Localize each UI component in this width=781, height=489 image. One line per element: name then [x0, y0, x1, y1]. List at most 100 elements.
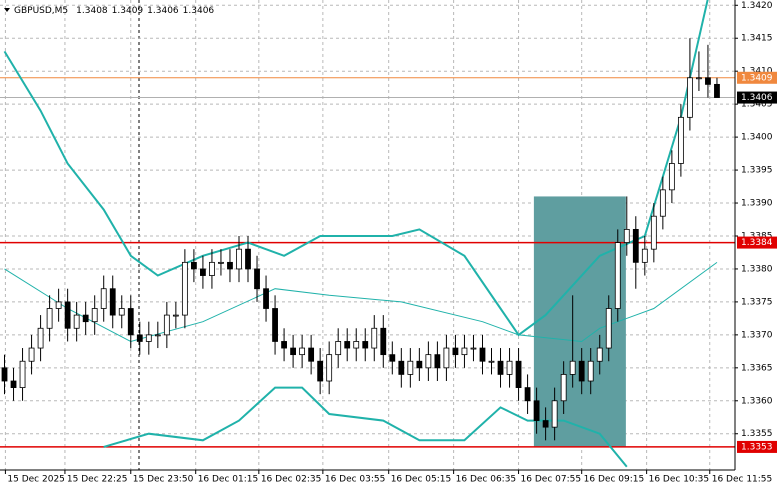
- candle-body: [326, 354, 333, 382]
- price-label-box: [737, 91, 777, 104]
- header-low: 1.3406: [147, 6, 179, 16]
- x-tick-label: 16 Dec 01:15: [198, 475, 259, 485]
- x-tick-label: 15 Dec 2025: [7, 475, 65, 485]
- candle-body: [227, 261, 233, 270]
- candle-body: [371, 327, 378, 349]
- candle-body: [524, 387, 531, 402]
- price-label-box: [737, 71, 777, 84]
- candle-body: [37, 327, 44, 349]
- candle-body: [687, 77, 693, 118]
- candle-body: [380, 327, 387, 356]
- band-line: [103, 386, 628, 468]
- candle-body: [479, 347, 486, 362]
- candle-body: [641, 248, 648, 263]
- y-tick-label: 1.3380: [741, 264, 773, 274]
- candle-body: [515, 360, 522, 389]
- x-tick-label: 15 Dec 22:25: [67, 475, 128, 485]
- candle-body: [55, 301, 62, 309]
- candle-body: [677, 116, 684, 164]
- candle-body: [497, 360, 504, 375]
- candle-body: [461, 347, 468, 356]
- candle-body: [200, 268, 206, 276]
- header: GBPUSD,M5 1.3408 1.3409 1.3406 1.3406: [14, 6, 214, 16]
- candle-body: [398, 360, 405, 375]
- candle-body: [389, 354, 396, 362]
- x-tick-label: 16 Dec 10:35: [649, 475, 710, 485]
- candle-body: [587, 360, 594, 382]
- candle-body: [569, 360, 576, 375]
- y-tick-label: 1.3420: [741, 1, 773, 11]
- candle-body: [64, 301, 71, 329]
- candle-body: [28, 347, 35, 362]
- y-tick-label: 1.3410: [741, 67, 773, 77]
- candle-body: [425, 354, 432, 369]
- candle-body: [100, 288, 107, 309]
- candle-body: [416, 360, 423, 369]
- price-label: 1.3406: [741, 93, 773, 103]
- candle-body: [91, 308, 98, 323]
- header-close: 1.3406: [183, 6, 215, 16]
- y-tick-label: 1.3395: [741, 166, 773, 176]
- band-line: [3, 0, 709, 337]
- candle-body: [109, 288, 116, 316]
- candle-body: [272, 308, 278, 342]
- candle-body: [596, 347, 603, 362]
- candle-body: [650, 215, 657, 250]
- candle-body: [335, 341, 342, 356]
- symbol: GBPUSD,M5: [14, 6, 68, 16]
- x-tick-label: 16 Dec 02:35: [261, 475, 322, 485]
- y-tick-label: 1.3400: [741, 133, 773, 143]
- y-tick-label: 1.3390: [741, 199, 773, 209]
- candle-body: [163, 314, 170, 336]
- y-tick-label: 1.3375: [741, 297, 773, 307]
- candle-body: [46, 308, 53, 329]
- candle-body: [154, 334, 161, 337]
- candle-body: [209, 261, 215, 276]
- x-tick-label: 16 Dec 11:55: [712, 475, 773, 485]
- candle-body: [254, 268, 260, 290]
- candle-body: [668, 163, 675, 191]
- candle-body: [542, 420, 549, 428]
- y-tick-label: 1.3365: [741, 363, 773, 373]
- candle-body: [452, 347, 459, 356]
- candle-body: [362, 341, 369, 349]
- candle-body: [614, 242, 621, 309]
- candle-body: [317, 360, 324, 382]
- candle-body: [443, 347, 450, 369]
- x-tick-label: 16 Dec 09:15: [584, 475, 645, 485]
- candle-body: [172, 314, 179, 317]
- candle-body: [281, 341, 287, 349]
- candle-body: [245, 248, 251, 270]
- x-tick-label: 16 Dec 05:15: [391, 475, 452, 485]
- y-tick-label: 1.3360: [741, 396, 773, 406]
- candle-body: [290, 347, 296, 356]
- price-label: 1.3384: [741, 238, 773, 248]
- price-label-box: [737, 440, 777, 453]
- candle-body: [434, 354, 441, 369]
- candle-body: [705, 77, 711, 85]
- x-tick-label: 16 Dec 03:55: [325, 475, 386, 485]
- header-arrow: [4, 8, 10, 12]
- price-label-box: [737, 236, 777, 249]
- candle-body: [605, 308, 612, 349]
- x-tick-label: 16 Dec 06:35: [456, 475, 517, 485]
- x-tick-label: 16 Dec 07:55: [521, 475, 582, 485]
- candle-body: [696, 77, 702, 80]
- header-open: 1.3408: [76, 6, 108, 16]
- y-tick-label: 1.3385: [741, 231, 773, 241]
- candle-body: [19, 360, 26, 389]
- candle-body: [407, 360, 414, 375]
- candle-body: [118, 308, 125, 316]
- candle-body: [344, 341, 351, 349]
- candle-body: [145, 334, 152, 342]
- candle-body: [506, 360, 513, 375]
- candle-body: [353, 341, 360, 349]
- candle-body: [73, 314, 80, 329]
- price-label: 1.3353: [741, 442, 773, 452]
- zone: [533, 196, 626, 447]
- candle-body: [127, 308, 134, 336]
- candle-body: [181, 261, 188, 316]
- y-tick-label: 1.3355: [741, 429, 773, 439]
